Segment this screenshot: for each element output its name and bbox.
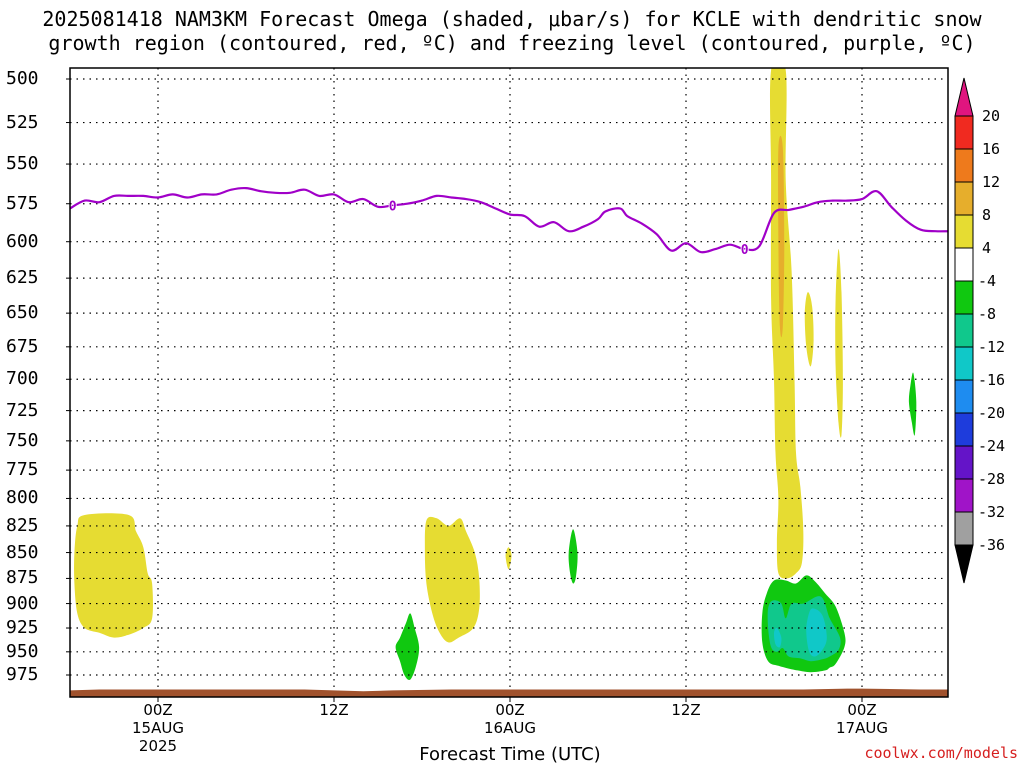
omega-region-12 — [773, 627, 782, 648]
colorbar-swatch-12 — [954, 478, 974, 513]
colorbar-label: 12 — [982, 173, 1001, 191]
y-tick-label: 975 — [6, 664, 39, 685]
chart-title-line-1: 2025081418 NAM3KM Forecast Omega (shaded… — [42, 7, 982, 31]
omega-region-7 — [395, 613, 420, 680]
colorbar-swatch-3 — [954, 181, 974, 216]
y-tick-label: 850 — [6, 541, 39, 563]
colorbar-top-arrow — [954, 77, 974, 117]
colorbar-label: -12 — [978, 338, 1006, 356]
y-tick-label: 775 — [6, 459, 39, 481]
colorbar-label: -8 — [978, 305, 997, 323]
colorbar-label: -20 — [978, 404, 1006, 422]
y-tick-label: 600 — [6, 230, 39, 252]
x-tick-sublabel: 2025 — [138, 737, 178, 755]
freezing-label-bg-1 — [740, 242, 749, 257]
omega-region-3 — [769, 68, 804, 579]
y-tick-label: 550 — [6, 153, 39, 175]
ground-strip — [70, 688, 948, 697]
colorbar-label: -4 — [978, 272, 997, 290]
credit-text[interactable]: coolwx.com/models — [864, 744, 1018, 762]
omega-region-13 — [806, 608, 827, 657]
y-tick-label: 525 — [6, 111, 39, 133]
y-tick-label: 825 — [6, 514, 39, 536]
y-tick-label: 575 — [6, 192, 39, 214]
y-tick-label: 675 — [6, 335, 39, 357]
colorbar-swatch-10 — [954, 412, 974, 447]
colorbar-label: -36 — [978, 536, 1006, 554]
plot-frame — [69, 67, 949, 698]
freezing-level-line — [70, 186, 948, 254]
omega-region-4 — [778, 135, 785, 338]
x-tick-label: 12Z — [671, 701, 701, 719]
colorbar-swatch-7 — [954, 313, 974, 348]
x-tick-sublabel: 15AUG — [132, 719, 184, 737]
y-tick-label: 800 — [6, 487, 39, 509]
colorbar-label: -24 — [978, 437, 1006, 455]
colorbar-label: 4 — [982, 239, 992, 257]
colorbar-label: -32 — [978, 503, 1006, 521]
x-axis-title: Forecast Time (UTC) — [419, 744, 601, 765]
plot-content: 00 — [70, 68, 948, 697]
colorbar-swatch-1 — [954, 115, 974, 150]
y-tick-label: 750 — [6, 429, 39, 451]
freezing-level-label-0: 0 — [389, 199, 397, 214]
colorbar-label: 8 — [982, 206, 992, 224]
colorbar-label: -28 — [978, 470, 1006, 488]
x-tick-sublabel: 16AUG — [484, 719, 536, 737]
colorbar-label: 16 — [982, 140, 1001, 158]
chart-title-line-2: growth region (contoured, red, ºC) and f… — [48, 31, 976, 55]
omega-region-6 — [835, 249, 843, 438]
y-tick-label: 650 — [6, 302, 39, 324]
colorbar-swatch-6 — [954, 280, 974, 315]
colorbar-label: 20 — [982, 107, 1001, 125]
omega-region-2 — [505, 547, 512, 570]
freezing-label-bg-0 — [388, 198, 397, 213]
y-tick-label: 875 — [6, 567, 39, 589]
x-tick-sublabel: 17AUG — [836, 719, 888, 737]
y-tick-label: 900 — [6, 592, 39, 614]
y-tick-label: 500 — [6, 68, 39, 89]
y-tick-label: 950 — [6, 640, 39, 662]
colorbar-swatch-2 — [954, 148, 974, 183]
x-tick-label: 00Z — [495, 701, 525, 719]
omega-region-9 — [908, 372, 917, 436]
x-tick-label: 00Z — [847, 701, 877, 719]
omega-region-8 — [568, 529, 578, 584]
colorbar-bottom-arrow — [954, 544, 974, 584]
y-tick-label: 725 — [6, 399, 39, 421]
colorbar-swatch-4 — [954, 214, 974, 249]
colorbar-label: -16 — [978, 371, 1006, 389]
omega-region-1 — [424, 516, 480, 643]
colorbar-swatch-8 — [954, 346, 974, 381]
y-tick-label: 625 — [6, 267, 39, 289]
colorbar-swatch-5 — [954, 247, 974, 282]
x-tick-label: 00Z — [143, 701, 173, 719]
y-tick-label: 925 — [6, 617, 39, 639]
omega-region-5 — [804, 292, 814, 367]
colorbar-swatch-9 — [954, 379, 974, 414]
colorbar-swatch-13 — [954, 511, 974, 546]
freezing-level-label-1: 0 — [741, 243, 749, 258]
colorbar-swatch-11 — [954, 445, 974, 480]
x-tick-label: 12Z — [319, 701, 349, 719]
omega-region-0 — [74, 513, 153, 638]
y-tick-label: 700 — [6, 368, 39, 390]
